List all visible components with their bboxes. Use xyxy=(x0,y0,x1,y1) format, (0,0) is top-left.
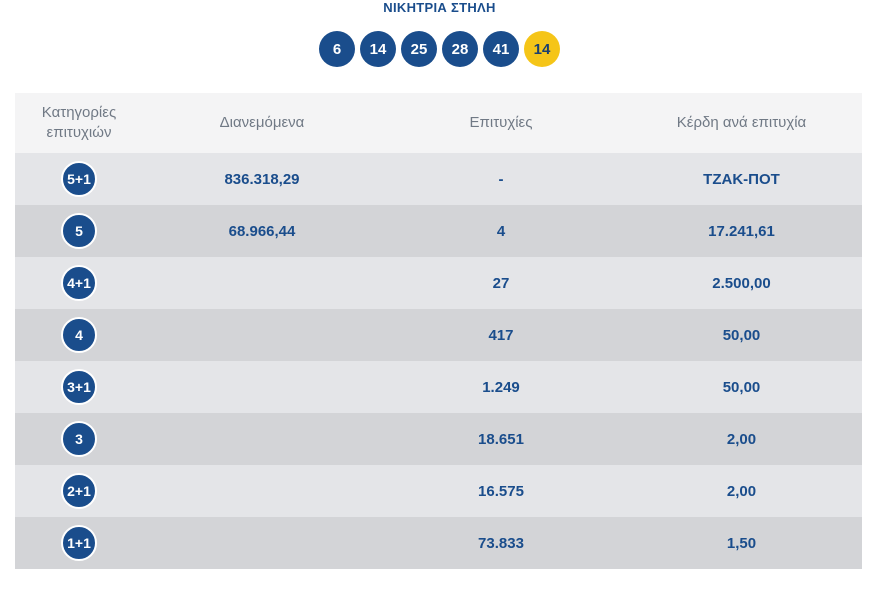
table-row: 1+1 73.833 1,50 xyxy=(15,517,862,569)
category-badge: 3+1 xyxy=(61,369,97,405)
table-row: 3+1 1.249 50,00 xyxy=(15,361,862,413)
winners-cell: 27 xyxy=(492,274,510,292)
prize-cell: 50,00 xyxy=(722,378,761,396)
winners-cell: 73.833 xyxy=(478,534,524,552)
prize-cell: 2,00 xyxy=(726,430,757,448)
header-categories: Κατηγορίες επιτυχιών xyxy=(41,104,117,141)
winners-cell: 4 xyxy=(496,222,506,240)
winning-title: ΝΙΚΗΤΡΙΑ ΣΤΗΛΗ xyxy=(383,0,496,15)
table-row: 5 68.966,44 4 17.241,61 xyxy=(15,205,862,257)
category-badge: 5+1 xyxy=(61,161,97,197)
category-badge: 4 xyxy=(61,317,97,353)
winners-cell: - xyxy=(498,170,504,188)
table-row: 3 18.651 2,00 xyxy=(15,413,862,465)
prize-cell: 17.241,61 xyxy=(708,222,775,240)
table-row: 5+1 836.318,29 - ΤΖΑΚ-ΠΟΤ xyxy=(15,153,862,205)
category-badge: 2+1 xyxy=(61,473,97,509)
category-badge: 1+1 xyxy=(61,525,97,561)
number-ball: 14 xyxy=(360,31,396,67)
winners-cell: 1.249 xyxy=(482,378,520,396)
prize-cell: 1,50 xyxy=(726,534,757,552)
number-ball: 25 xyxy=(401,31,437,67)
distributed-cell: 68.966,44 xyxy=(228,222,296,240)
winners-cell: 16.575 xyxy=(478,482,524,500)
category-badge: 4+1 xyxy=(61,265,97,301)
table-header: Κατηγορίες επιτυχιών Διανεμόμενα Επιτυχί… xyxy=(15,93,862,153)
prize-table: Κατηγορίες επιτυχιών Διανεμόμενα Επιτυχί… xyxy=(15,93,862,569)
header-prize-per-winner: Κέρδη ανά επιτυχία xyxy=(676,114,807,131)
category-badge: 5 xyxy=(61,213,97,249)
distributed-cell: 836.318,29 xyxy=(224,170,300,188)
prize-cell: 2,00 xyxy=(726,482,757,500)
header-distributed: Διανεμόμενα xyxy=(219,114,305,131)
header-winners: Επιτυχίες xyxy=(469,114,533,131)
winners-cell: 18.651 xyxy=(478,430,524,448)
table-row: 2+1 16.575 2,00 xyxy=(15,465,862,517)
number-ball: 41 xyxy=(483,31,519,67)
number-ball: 28 xyxy=(442,31,478,67)
table-row: 4+1 27 2.500,00 xyxy=(15,257,862,309)
number-ball: 6 xyxy=(319,31,355,67)
category-badge: 3 xyxy=(61,421,97,457)
prize-cell: 50,00 xyxy=(722,326,761,344)
winning-numbers: 6 14 25 28 41 14 xyxy=(319,31,560,67)
joker-ball: 14 xyxy=(524,31,560,67)
prize-cell: ΤΖΑΚ-ΠΟΤ xyxy=(703,170,780,188)
prize-cell: 2.500,00 xyxy=(712,274,771,292)
winners-cell: 417 xyxy=(488,326,514,344)
table-row: 4 417 50,00 xyxy=(15,309,862,361)
